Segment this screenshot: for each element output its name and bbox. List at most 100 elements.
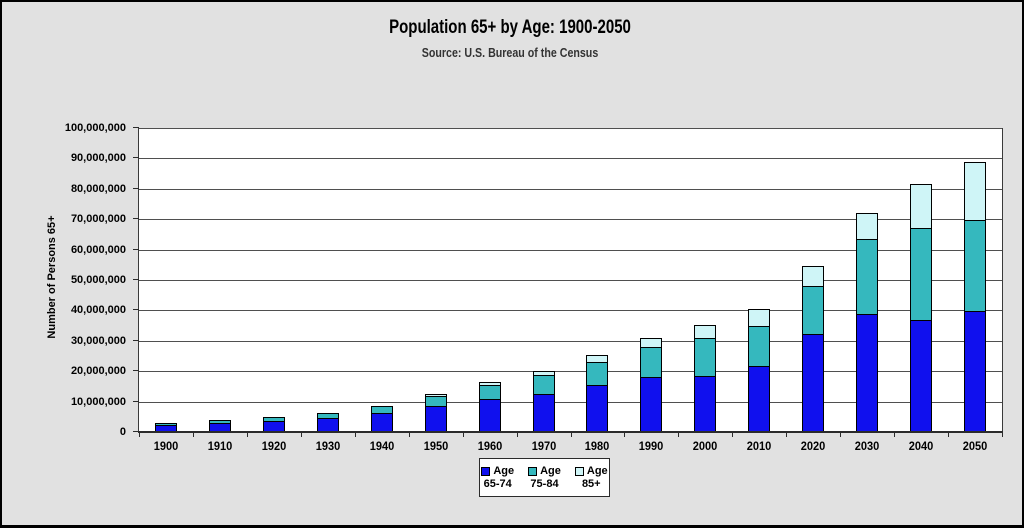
bar-2040 (910, 184, 932, 432)
bar-segment-age-65-74 (694, 376, 716, 432)
y-tick (133, 127, 139, 128)
x-tick (463, 432, 464, 437)
x-category-label: 1930 (315, 439, 341, 453)
bar-segment-age-65-74 (533, 394, 555, 432)
x-category-label: 1950 (423, 439, 448, 453)
x-category-label: 1970 (531, 439, 556, 453)
bar-segment-age-65-74 (263, 421, 285, 432)
bar-2000 (694, 325, 716, 432)
x-tick (139, 432, 140, 437)
bar-segment-age-85+ (425, 394, 447, 396)
x-category-label: 2030 (854, 439, 880, 453)
y-tick (133, 400, 139, 402)
y-tick (133, 309, 139, 311)
x-tick (247, 432, 248, 437)
x-category-label: 1990 (639, 439, 664, 453)
bar-segment-age-75-84 (263, 417, 285, 421)
bar-segment-age-75-84 (586, 362, 608, 385)
x-tick (948, 432, 949, 437)
legend-item-65-74: Age 65-74 (481, 465, 514, 491)
x-category-label: 1940 (369, 439, 395, 453)
bar-segment-age-75-84 (640, 347, 662, 377)
bar-1980 (586, 355, 608, 432)
bar-segment-age-65-74 (802, 334, 824, 432)
bar-segment-age-75-84 (802, 286, 824, 334)
legend-swatch-icon (528, 466, 538, 476)
y-tick (133, 187, 139, 189)
legend-label-line1: Age (493, 464, 515, 477)
y-tick (133, 248, 139, 250)
bar-segment-age-65-74 (586, 385, 608, 432)
x-category-label: 2050 (962, 439, 988, 453)
x-category-label: 2010 (746, 439, 772, 453)
bar-segment-age-75-84 (910, 228, 932, 320)
legend: Age 65-74 Age 75-84 Age 85+ (479, 458, 610, 497)
bar-segment-age-65-74 (209, 423, 231, 432)
gridline (139, 371, 1002, 373)
bar-segment-age-65-74 (155, 425, 177, 432)
plot-area (138, 128, 1003, 433)
bar-segment-age-65-74 (856, 314, 878, 432)
bar-segment-age-85+ (802, 266, 824, 286)
gridline (139, 128, 1002, 129)
x-tick (894, 432, 895, 437)
bar-1940 (371, 406, 393, 432)
x-category-label: 1960 (477, 439, 502, 453)
legend-item-85plus: Age 85+ (574, 465, 608, 491)
bar-segment-age-75-84 (317, 413, 339, 418)
gridline (139, 188, 1002, 190)
x-tick (840, 432, 841, 437)
bar-segment-age-85+ (640, 338, 662, 347)
gridline (139, 310, 1002, 312)
bar-segment-age-75-84 (155, 423, 177, 425)
y-tick-label: 50,000,000 (70, 274, 126, 286)
bar-segment-age-75-84 (856, 239, 878, 314)
y-tick-label: 70,000,000 (70, 213, 126, 226)
bar-1910 (209, 420, 231, 432)
bar-segment-age-75-84 (694, 338, 716, 376)
x-tick (193, 432, 194, 437)
bar-segment-age-75-84 (425, 396, 447, 406)
gridline (139, 219, 1002, 221)
bar-segment-age-85+ (533, 371, 555, 375)
y-tick-label: 80,000,000 (70, 182, 126, 195)
bar-segment-age-85+ (479, 382, 501, 385)
bar-segment-age-85+ (694, 325, 716, 338)
bar-segment-age-75-84 (479, 385, 501, 399)
bar-segment-age-65-74 (317, 418, 339, 432)
legend-label-line2: 75-84 (530, 477, 559, 490)
x-category-label: 2040 (908, 439, 934, 453)
bar-2030 (856, 213, 878, 432)
gridline (139, 340, 1002, 342)
gridline (139, 158, 1002, 160)
bar-segment-age-85+ (748, 309, 770, 326)
legend-swatch-icon (481, 466, 491, 476)
bar-segment-age-85+ (964, 162, 986, 220)
x-category-label: 1900 (153, 439, 179, 453)
bar-segment-age-75-84 (748, 326, 770, 366)
gridline (139, 280, 1002, 281)
y-tick (133, 339, 139, 341)
x-category-label: 1980 (585, 439, 610, 453)
y-tick-label: 60,000,000 (70, 243, 126, 256)
y-tick (133, 218, 139, 220)
x-category-label: 2020 (800, 439, 826, 453)
chart-subtitle: Source: U.S. Bureau of the Census (421, 45, 599, 60)
x-tick (624, 432, 625, 437)
x-category-label: 1910 (207, 439, 233, 453)
x-tick (517, 432, 518, 437)
y-tick-label: 10,000,000 (70, 395, 126, 408)
gridline (139, 401, 1002, 403)
x-tick (409, 432, 410, 437)
legend-label-line1: Age (540, 464, 561, 477)
legend-label-line2: 65-74 (483, 477, 512, 490)
x-axis-line (138, 431, 1003, 433)
bar-1930 (317, 413, 339, 432)
bar-1900 (155, 423, 177, 432)
bar-segment-age-65-74 (640, 377, 662, 432)
legend-swatch-icon (574, 466, 584, 476)
bar-1950 (425, 394, 447, 432)
bar-1970 (533, 371, 555, 432)
bar-segment-age-65-74 (910, 320, 932, 432)
